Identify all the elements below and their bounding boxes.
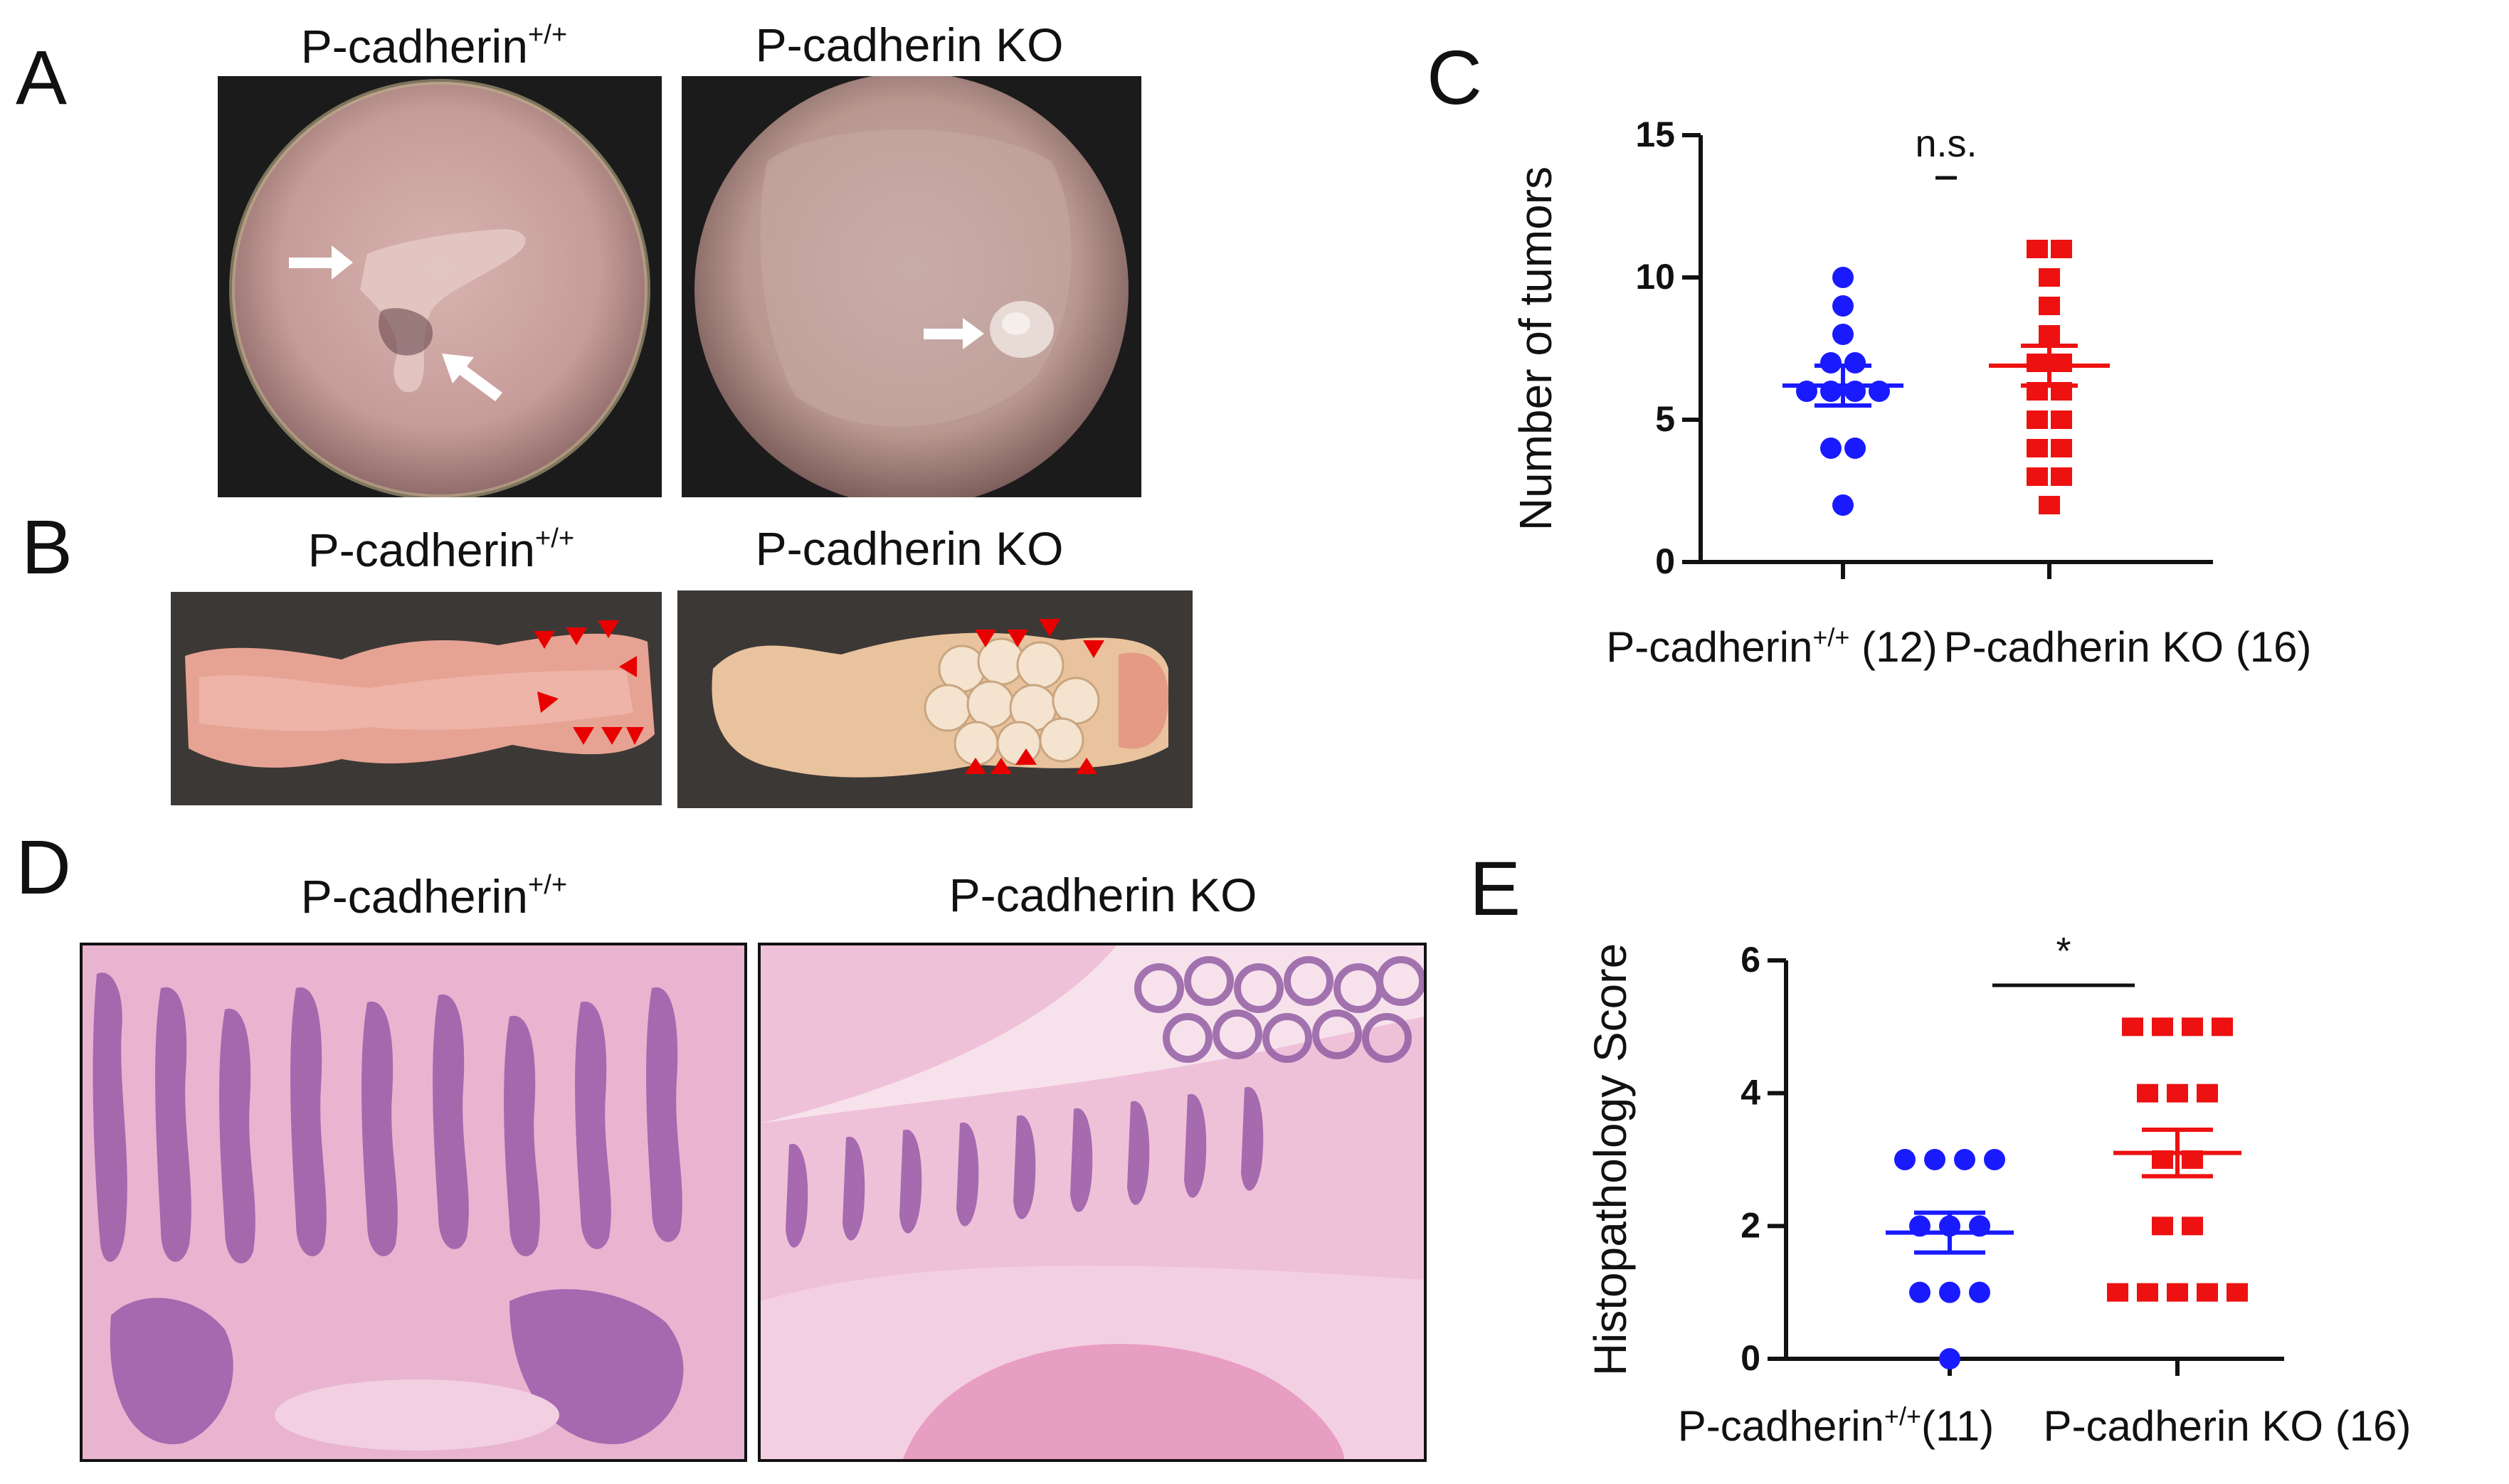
panel-label-a: A xyxy=(16,34,68,120)
y-tick-label: 6 xyxy=(1741,940,1760,980)
significance-label: n.s. xyxy=(1915,122,1977,165)
panel-b-right-caption: P-cadherin KO xyxy=(755,522,1064,575)
data-point xyxy=(2152,1017,2173,1037)
data-point xyxy=(2051,439,2072,457)
colon-image-knockout xyxy=(677,590,1193,808)
panel-a-right-caption: P-cadherin KO xyxy=(755,18,1064,71)
data-point xyxy=(1984,1149,2005,1170)
category-label: P-cadherin KO (16) xyxy=(1944,623,2312,671)
chart-c: 0 5 10 15 Number of tumors n.s. P-cadherin+/+ … xyxy=(1510,115,2312,671)
data-point xyxy=(2051,354,2072,372)
data-point xyxy=(2039,496,2060,514)
histology-image-wildtype xyxy=(80,943,747,1462)
panel-label-c: C xyxy=(1427,34,1482,120)
y-tick-label: 5 xyxy=(1655,399,1675,439)
panel-b-left-caption-sup: +/+ xyxy=(534,523,575,553)
arrow-icon-3 xyxy=(924,318,984,349)
data-point xyxy=(1832,295,1854,317)
data-point xyxy=(2051,467,2072,486)
data-point xyxy=(2212,1017,2233,1037)
endoscopy-image-wildtype xyxy=(218,76,662,497)
panel-d-left-caption-base: P-cadherin xyxy=(300,869,528,923)
colon-image-wildtype xyxy=(171,592,662,805)
data-point xyxy=(1954,1149,1975,1170)
panel-d-right-caption: P-cadherin KO xyxy=(949,869,1257,921)
panel-a-left-caption-base: P-cadherin xyxy=(300,19,528,73)
data-point xyxy=(1909,1281,1930,1303)
y-axis-label: Number of tumors xyxy=(1510,166,1561,531)
y-tick-label: 2 xyxy=(1741,1205,1760,1245)
y-axis-label: Histopathology Score xyxy=(1585,943,1636,1376)
data-point xyxy=(1844,438,1866,459)
data-point xyxy=(1894,1149,1916,1170)
panel-label-e: E xyxy=(1469,845,1521,931)
y-tick-label: 10 xyxy=(1635,257,1675,297)
data-point xyxy=(2182,1017,2203,1037)
data-point xyxy=(2051,410,2072,429)
arrow-icon-2 xyxy=(442,354,502,401)
data-point xyxy=(1969,1281,1990,1303)
data-point xyxy=(1924,1149,1945,1170)
significance-label: * xyxy=(2056,930,2071,972)
data-point xyxy=(1832,267,1854,288)
data-point xyxy=(1820,352,1842,373)
chart-e: 0 2 4 6 Histopathology Score * P-cadherin+/+(1… xyxy=(1585,930,2412,1450)
y-tick-label: 0 xyxy=(1741,1338,1760,1378)
panel-b-left-caption-base: P-cadherin xyxy=(307,523,535,576)
data-point xyxy=(1939,1348,1960,1369)
data-point xyxy=(2027,240,2048,258)
panel-d-left-caption: P-cadherin+/+ xyxy=(206,869,662,923)
data-point xyxy=(2152,1217,2173,1236)
y-tick-label: 0 xyxy=(1655,541,1675,581)
data-point xyxy=(2137,1283,2158,1302)
data-point xyxy=(2122,1017,2143,1037)
data-point xyxy=(2027,439,2048,457)
category-label: P-cadherin+/+(11) xyxy=(1678,1401,1994,1450)
data-point xyxy=(2027,354,2048,372)
panel-b-left-caption: P-cadherin+/+ xyxy=(213,523,669,576)
data-point xyxy=(1832,494,1854,516)
panel-label-d: D xyxy=(16,824,71,910)
data-point xyxy=(2051,240,2072,258)
panel-a-left-caption: P-cadherin+/+ xyxy=(213,19,655,73)
data-point xyxy=(2039,325,2060,344)
y-tick-label: 15 xyxy=(1635,115,1675,154)
data-point xyxy=(2137,1083,2158,1103)
data-point xyxy=(2039,268,2060,287)
data-point xyxy=(1844,352,1866,373)
data-point xyxy=(2227,1283,2248,1302)
panel-label-b: B xyxy=(21,504,73,590)
y-tick-label: 4 xyxy=(1741,1073,1760,1113)
data-point xyxy=(2107,1283,2128,1302)
category-label: P-cadherin+/+ (12) xyxy=(1606,622,1938,671)
endoscopy-image-knockout xyxy=(682,76,1141,497)
data-point xyxy=(2027,467,2048,486)
data-point xyxy=(1832,324,1854,345)
data-point xyxy=(2027,410,2048,429)
arrow-icon xyxy=(289,245,353,280)
data-point xyxy=(1820,438,1842,459)
data-point xyxy=(2167,1083,2188,1103)
arrowhead-icon xyxy=(534,631,555,649)
category-label: P-cadherin KO (16) xyxy=(2044,1402,2412,1450)
panel-d-left-caption-sup: +/+ xyxy=(527,869,568,900)
data-point xyxy=(2039,297,2060,315)
data-point xyxy=(2167,1283,2188,1302)
data-point xyxy=(2182,1217,2203,1236)
data-point xyxy=(2197,1083,2218,1103)
panel-a-left-caption-sup: +/+ xyxy=(527,19,568,50)
histology-image-knockout xyxy=(758,943,1427,1462)
data-point xyxy=(1939,1281,1960,1303)
data-point xyxy=(2197,1283,2218,1302)
